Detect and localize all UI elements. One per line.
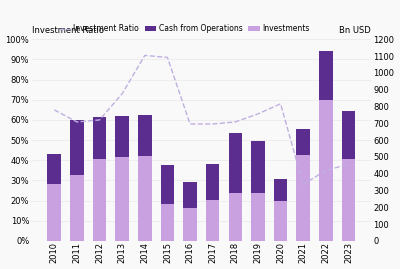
Investment Ratio — [278, 102, 283, 105]
Investment Ratio — [120, 92, 124, 95]
Bar — [70, 175, 84, 241]
Bar — [296, 155, 310, 241]
Text: Bn USD: Bn USD — [339, 26, 371, 35]
Bar — [48, 184, 61, 241]
Text: Investment Ratio: Investment Ratio — [32, 26, 104, 35]
Investment Ratio — [165, 56, 170, 59]
Investment Ratio — [210, 122, 215, 126]
Line: Investment Ratio: Investment Ratio — [54, 55, 348, 185]
Investment Ratio — [233, 120, 238, 123]
Investment Ratio — [324, 169, 328, 172]
Bar — [342, 159, 355, 241]
Bar — [342, 111, 355, 159]
Investment Ratio — [74, 120, 79, 123]
Bar — [93, 117, 106, 159]
Bar — [183, 182, 197, 208]
Bar — [138, 115, 152, 156]
Bar — [274, 201, 287, 241]
Bar — [161, 204, 174, 241]
Investment Ratio — [142, 54, 147, 57]
Bar — [161, 165, 174, 204]
Investment Ratio — [256, 112, 260, 115]
Bar — [319, 100, 333, 241]
Bar — [251, 193, 265, 241]
Investment Ratio — [97, 118, 102, 122]
Bar — [319, 51, 333, 100]
Investment Ratio — [301, 183, 306, 186]
Legend: Investment Ratio, Cash from Operations, Investments: Investment Ratio, Cash from Operations, … — [59, 24, 310, 33]
Bar — [206, 164, 220, 200]
Bar — [115, 116, 129, 157]
Bar — [70, 120, 84, 175]
Bar — [228, 133, 242, 193]
Bar — [228, 193, 242, 241]
Investment Ratio — [188, 122, 192, 126]
Investment Ratio — [52, 108, 57, 111]
Bar — [48, 154, 61, 184]
Bar — [251, 141, 265, 193]
Investment Ratio — [346, 163, 351, 166]
Bar — [93, 159, 106, 241]
Bar — [274, 179, 287, 201]
Bar — [296, 129, 310, 155]
Bar — [206, 200, 220, 241]
Bar — [183, 208, 197, 241]
Bar — [115, 157, 129, 241]
Bar — [138, 156, 152, 241]
